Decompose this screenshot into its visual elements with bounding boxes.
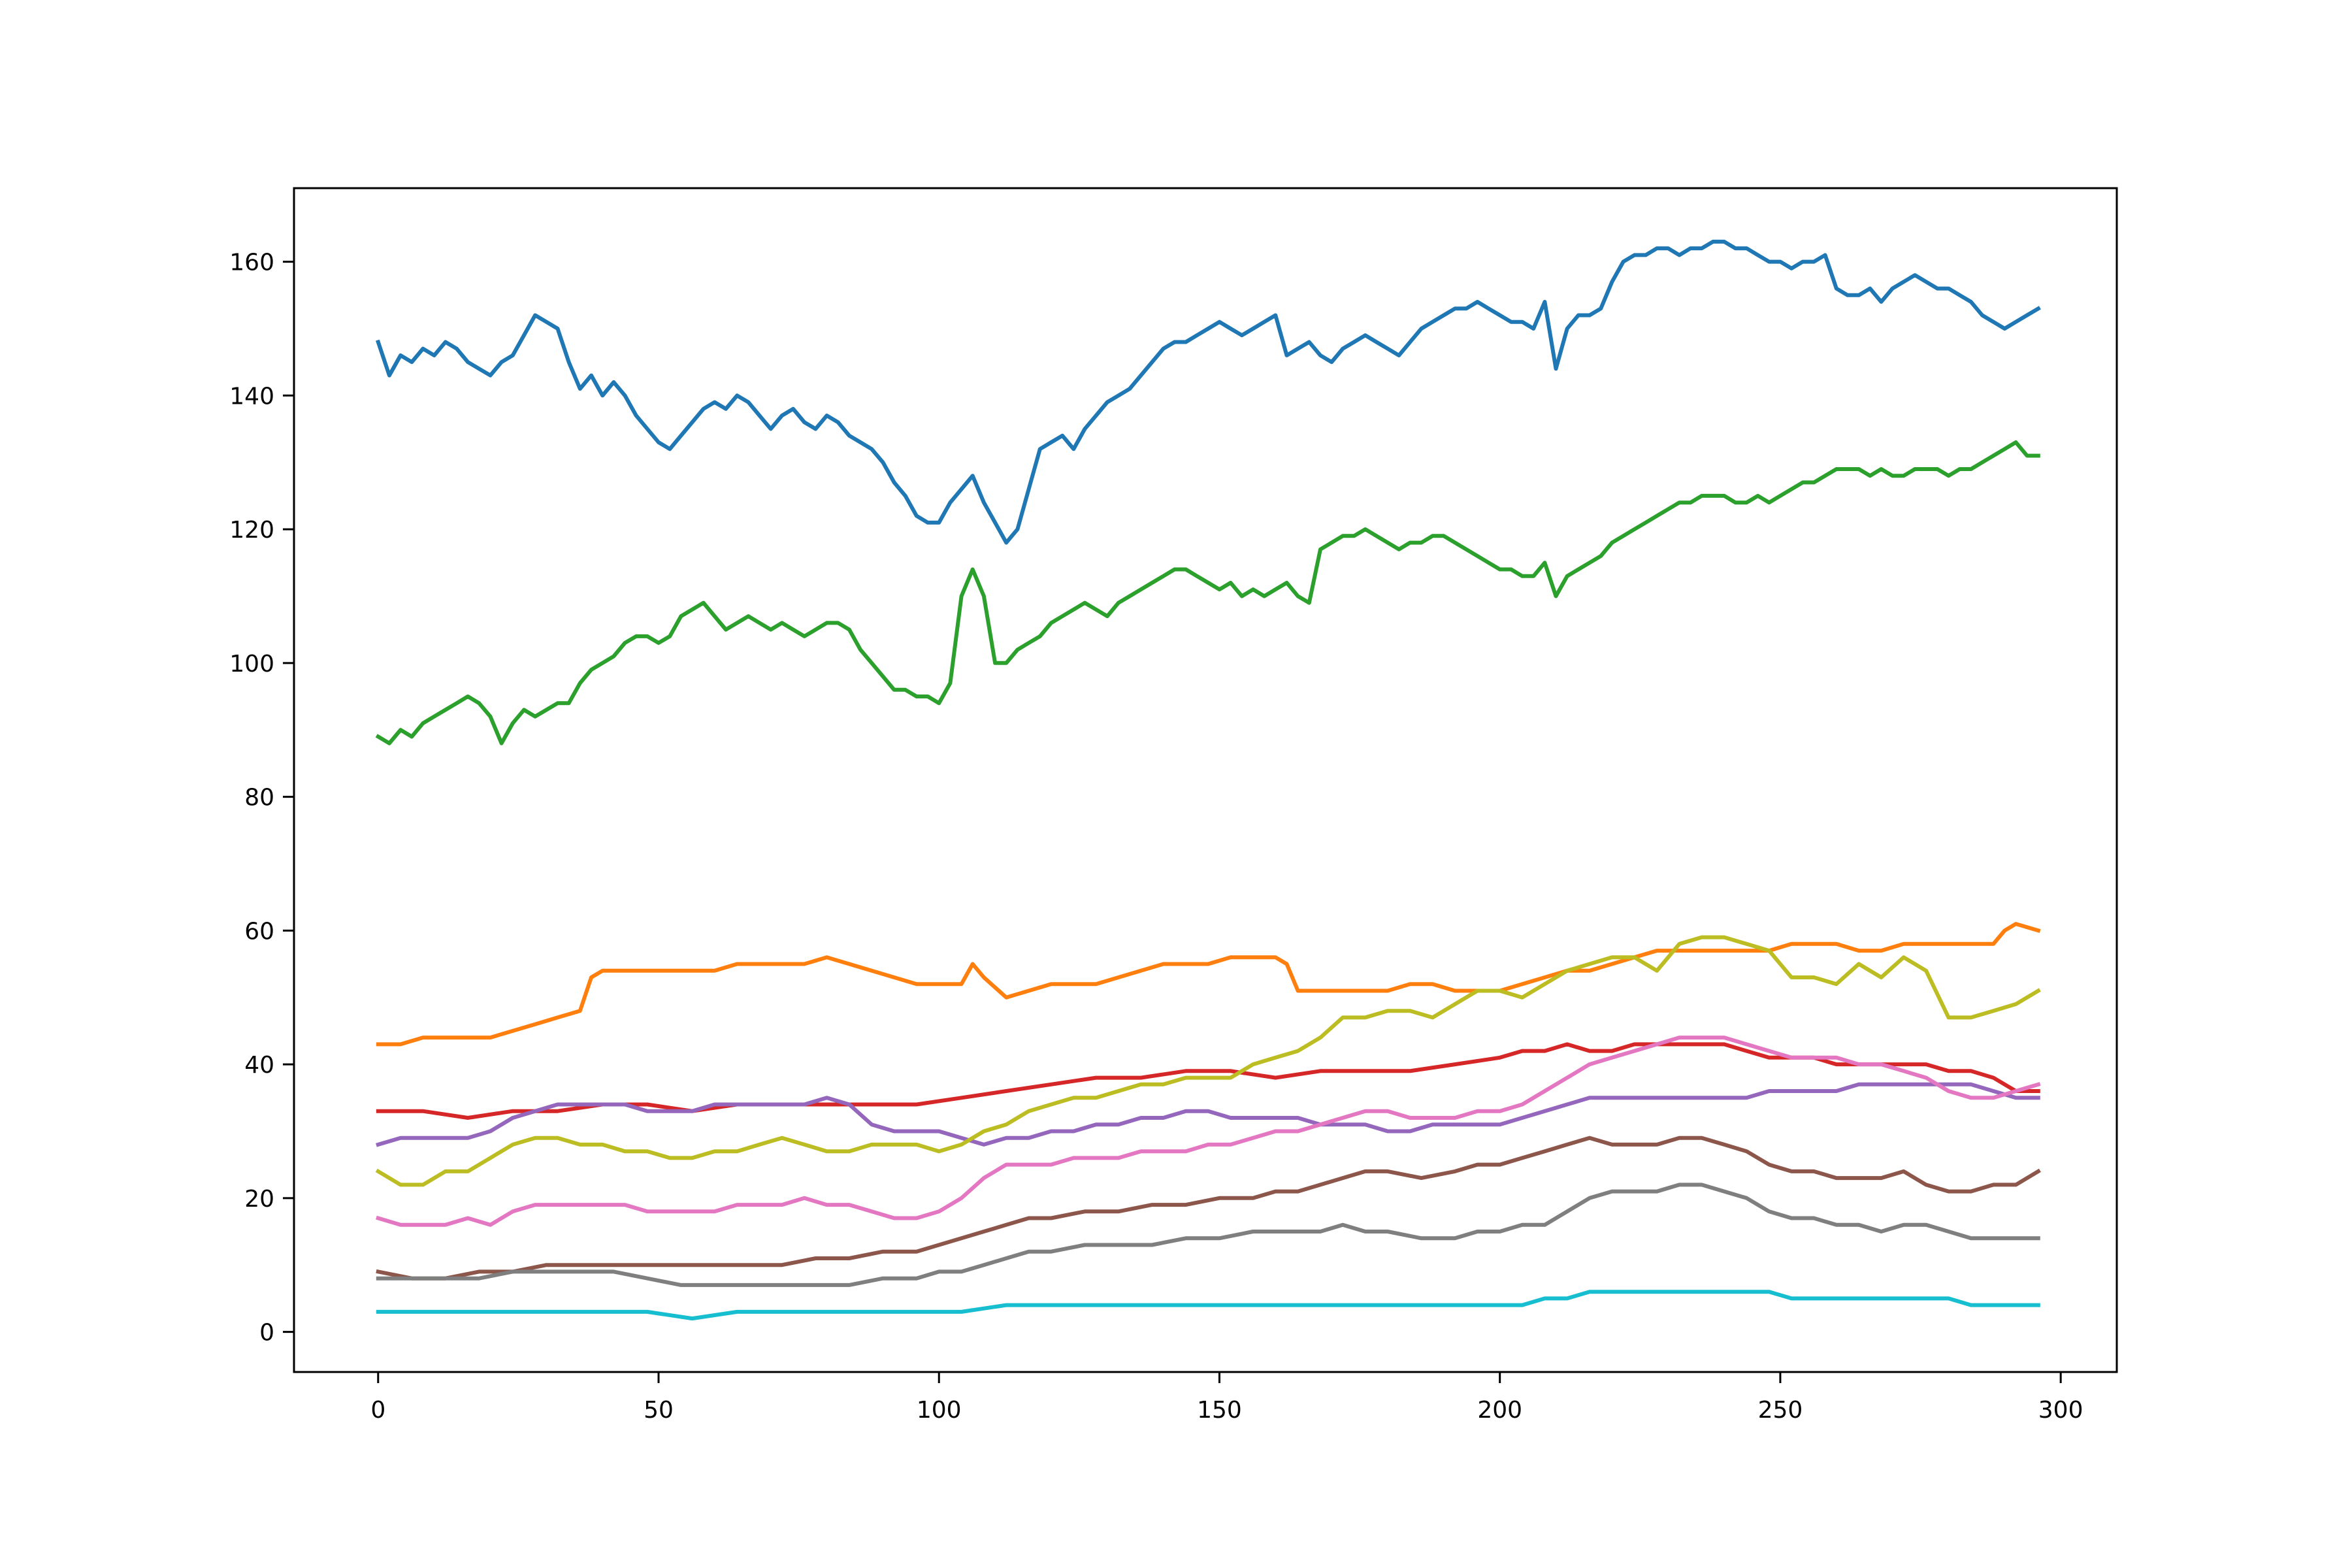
x-tick-label: 300 <box>2038 1397 2083 1424</box>
series-layer <box>375 239 2041 1321</box>
x-tick-label: 150 <box>1197 1397 1242 1424</box>
series-line-3 <box>375 440 2040 745</box>
x-tick-label: 100 <box>917 1397 962 1424</box>
y-axis: 0 20 40 60 80 100 120 140 160 <box>229 250 294 1347</box>
x-tick-label: 50 <box>644 1397 674 1424</box>
series-line-9 <box>375 935 2041 1187</box>
y-tick-label: 140 <box>229 383 274 410</box>
series-line-8 <box>376 1183 2040 1287</box>
y-tick-label: 20 <box>244 1186 274 1213</box>
series-line-7 <box>376 1036 2041 1227</box>
x-tick-label: 250 <box>1758 1397 1803 1424</box>
y-tick-label: 0 <box>259 1320 274 1347</box>
y-tick-label: 100 <box>229 651 274 678</box>
series-line-1 <box>376 239 2041 545</box>
y-tick-label: 40 <box>244 1052 274 1079</box>
y-tick-label: 120 <box>229 517 274 544</box>
series-line-5 <box>376 1082 2040 1147</box>
series-line-6 <box>376 1135 2041 1281</box>
y-tick-label: 60 <box>244 918 274 945</box>
y-tick-label: 160 <box>229 250 274 276</box>
x-tick-label: 200 <box>1477 1397 1522 1424</box>
series-line-10 <box>376 1290 2040 1321</box>
x-axis: 0 50 100 150 200 250 300 <box>370 1372 2083 1424</box>
x-tick-label: 0 <box>370 1397 385 1424</box>
plot-frame <box>293 187 2118 1373</box>
y-tick-label: 80 <box>244 785 274 811</box>
